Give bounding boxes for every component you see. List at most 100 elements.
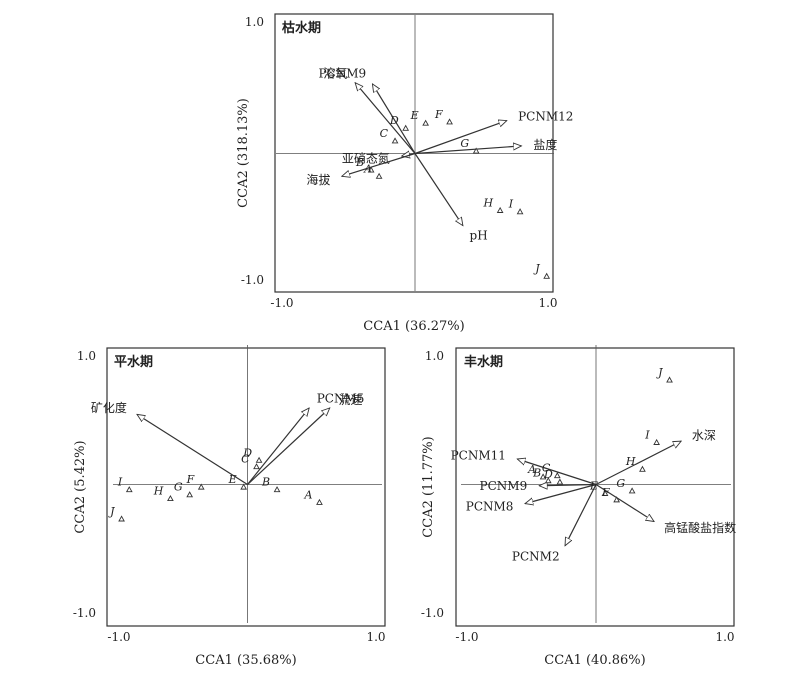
- vector-label: pH: [470, 229, 488, 243]
- site-marker: [446, 118, 453, 125]
- site-label: C: [241, 453, 250, 466]
- site-label: J: [533, 262, 540, 275]
- site-label: E: [228, 473, 237, 486]
- site-marker: [666, 376, 673, 383]
- vector-arrow: [414, 153, 463, 226]
- site-marker: [367, 166, 375, 173]
- site-marker: [186, 491, 194, 498]
- vector-arrow: [414, 146, 521, 155]
- vector-label: PCNM9: [318, 67, 366, 81]
- site-marker: [556, 478, 564, 485]
- site-label: C: [542, 462, 551, 475]
- site-marker: [543, 272, 551, 279]
- site-marker: [125, 486, 133, 493]
- panel-title: 平水期: [114, 354, 153, 370]
- vector-label: 流速: [339, 393, 363, 407]
- site-marker: [613, 496, 621, 503]
- site-label: H: [483, 196, 494, 209]
- site-label: B: [261, 476, 270, 489]
- plot-frame: [106, 347, 386, 627]
- vector-arrow: [525, 483, 597, 504]
- site-label: G: [174, 481, 183, 494]
- site-label: H: [625, 455, 636, 468]
- site-label: I: [508, 198, 514, 211]
- vector-arrow: [595, 483, 654, 522]
- vector-label: PCNM11: [451, 448, 506, 462]
- site-marker: [653, 438, 660, 445]
- panel-title: 枯水期: [282, 20, 321, 36]
- site-label: B: [355, 156, 364, 169]
- vector-arrow: [137, 414, 248, 486]
- y-tick-bottom: -1.0: [421, 606, 444, 620]
- site-marker: [628, 487, 636, 494]
- site-marker: [316, 498, 323, 505]
- site-marker: [422, 119, 430, 126]
- x-tick-left: -1.0: [270, 296, 293, 310]
- site-label: A: [527, 463, 536, 476]
- vector-label: 溶氧: [323, 65, 347, 80]
- site-label: E: [410, 109, 419, 122]
- panel-dry-season: 枯水期 1.0 -1.0 -1.0 1.0 CCA1 (36.27%) CCA2…: [236, 13, 573, 334]
- site-marker: [118, 515, 125, 522]
- vector-arrow: [517, 459, 597, 486]
- panel-wet-season: 丰水期 1.0 -1.0 -1.0 1.0 CCA1 (40.86%) CCA2…: [421, 345, 736, 668]
- x-tick-right: 1.0: [715, 630, 734, 644]
- site-marker: [240, 483, 248, 490]
- y-tick-top: 1.0: [425, 349, 444, 363]
- vector-label: 矿化度: [91, 400, 127, 415]
- site-marker: [273, 486, 281, 493]
- site-marker: [544, 477, 552, 484]
- vector-arrow: [372, 84, 416, 154]
- vector-arrow: [247, 408, 330, 485]
- y-axis-label: CCA2 (11.77%): [421, 436, 436, 537]
- plot-frame: [455, 347, 735, 627]
- y-tick-bottom: -1.0: [241, 273, 264, 287]
- site-label: F: [186, 473, 195, 486]
- y-axis-label: CCA2 (318.13%): [236, 98, 251, 208]
- site-label: I: [117, 476, 123, 489]
- vector-arrow: [414, 121, 507, 155]
- y-axis-label: CCA2 (5.42%): [73, 440, 88, 533]
- site-marker: [553, 472, 561, 479]
- vector-arrow: [247, 408, 310, 485]
- vector-label: 海拔: [306, 172, 330, 187]
- y-tick-top: 1.0: [77, 349, 96, 363]
- site-label: J: [108, 505, 115, 518]
- x-tick-right: 1.0: [366, 630, 385, 644]
- site-label: C: [380, 127, 389, 140]
- site-label: F: [434, 108, 443, 121]
- site-label: A: [304, 488, 313, 501]
- site-marker: [255, 456, 263, 463]
- vector-arrow: [342, 152, 416, 177]
- site-marker: [253, 463, 260, 470]
- site-marker: [539, 473, 547, 480]
- site-marker: [402, 124, 410, 131]
- site-marker: [472, 147, 480, 154]
- vector-label: PCNM8: [466, 500, 514, 514]
- site-marker: [601, 489, 609, 496]
- site-label: D: [543, 468, 553, 481]
- vector-label: 亚硝态氮: [342, 150, 390, 165]
- site-label: H: [153, 485, 164, 498]
- panel-title: 丰水期: [464, 354, 503, 370]
- vector-label: PCNM5: [317, 392, 365, 406]
- site-label: I: [644, 428, 650, 441]
- x-tick-right: 1.0: [538, 296, 557, 310]
- site-marker: [391, 137, 399, 144]
- x-axis-label: CCA1 (35.68%): [195, 653, 296, 668]
- plot-area: 水深 PCNM11 PCNM9 PCNM8 PCNM2 高锰酸盐指数 J I H A CB D G E F: [451, 345, 736, 623]
- x-axis-label: CCA1 (36.27%): [363, 319, 464, 334]
- vector-label: 水深: [692, 429, 716, 443]
- vector-label: 盐度: [533, 137, 557, 152]
- vector-arrow: [355, 83, 416, 154]
- vector-label: PCNM12: [518, 110, 573, 124]
- y-tick-bottom: -1.0: [73, 606, 96, 620]
- site-label: B: [532, 467, 541, 480]
- vector-arrow: [564, 484, 597, 546]
- x-axis-label: CCA1 (40.86%): [544, 653, 645, 668]
- site-marker: [167, 494, 174, 502]
- vector-arrow: [595, 440, 681, 486]
- site-label: D: [242, 446, 252, 459]
